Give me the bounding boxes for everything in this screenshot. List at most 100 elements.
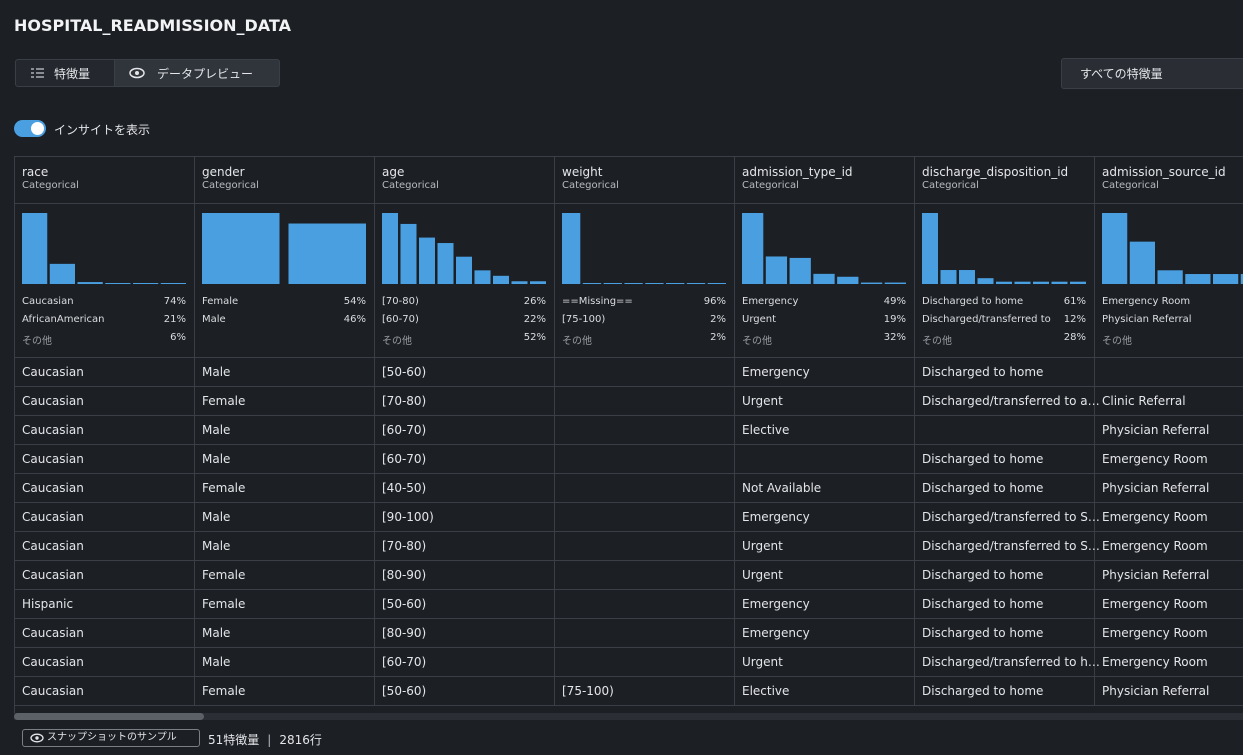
cell-text: Caucasian bbox=[22, 423, 84, 437]
table-cell: Discharged to home bbox=[915, 619, 1095, 648]
summary-pct: 2% bbox=[710, 314, 726, 325]
summary-label: Urgent bbox=[742, 314, 777, 325]
summary-pct: 22% bbox=[523, 314, 546, 325]
histogram bbox=[562, 213, 726, 284]
filter-label: すべての特徴量 bbox=[1080, 67, 1163, 81]
cell-text: Male bbox=[202, 655, 231, 669]
table-cell: [50-60) bbox=[375, 590, 555, 619]
cell-text: Caucasian bbox=[22, 626, 84, 640]
cell-text: Emergency Room bbox=[1102, 626, 1208, 640]
table-cell: Caucasian bbox=[15, 619, 195, 648]
cell-text: [70-80) bbox=[382, 394, 427, 408]
histogram-bar bbox=[1014, 281, 1031, 284]
table-cell: Urgent bbox=[735, 532, 915, 561]
table-cell: Caucasian bbox=[15, 474, 195, 503]
cell-text: Urgent bbox=[742, 568, 783, 582]
histogram-bar bbox=[456, 256, 472, 284]
footer-stats: 51特徴量 | 2816行 bbox=[208, 731, 322, 748]
summary-pct: 52% bbox=[523, 332, 546, 343]
histogram-bar bbox=[493, 275, 509, 284]
histogram-bar bbox=[1157, 270, 1183, 284]
cell-text: Caucasian bbox=[22, 452, 84, 466]
table-cell: Hispanic bbox=[15, 590, 195, 619]
cell-text: Caucasian bbox=[22, 684, 84, 698]
summary-pct: 74% bbox=[163, 296, 186, 307]
column-type: Categorical bbox=[1102, 180, 1159, 191]
table-cell: Discharged to home bbox=[915, 590, 1095, 619]
toggle-label: インサイトを表示 bbox=[54, 123, 151, 137]
table-cell: Male bbox=[195, 532, 375, 561]
histogram-bar bbox=[77, 282, 103, 284]
summary-pct: 12% bbox=[1063, 314, 1086, 325]
histogram-bar bbox=[860, 282, 883, 284]
summary-label: ==Missing== bbox=[562, 296, 633, 307]
summary-pct: 32% bbox=[883, 332, 906, 343]
table-cell bbox=[555, 416, 735, 445]
eye-icon bbox=[129, 67, 145, 79]
column-type: Categorical bbox=[922, 180, 979, 191]
tab-preview[interactable]: データプレビュー bbox=[114, 59, 280, 87]
summary-label: AfricanAmerican bbox=[22, 314, 105, 325]
cell-text: Discharged to home bbox=[922, 684, 1044, 698]
cell-text: [70-80) bbox=[382, 539, 427, 553]
histogram-bar bbox=[603, 283, 622, 284]
tab-features[interactable]: 特徴量 bbox=[15, 59, 115, 87]
table-cell: Emergency Room bbox=[1095, 590, 1243, 619]
column-name: gender bbox=[202, 165, 245, 179]
cell-text: [40-50) bbox=[382, 481, 427, 495]
table-cell: Male bbox=[195, 358, 375, 387]
cell-text: Emergency bbox=[742, 365, 810, 379]
summary-pct: 54% bbox=[343, 296, 366, 307]
table-cell bbox=[915, 416, 1095, 445]
table-cell: Caucasian bbox=[15, 532, 195, 561]
cell-text: Emergency Room bbox=[1102, 452, 1208, 466]
cell-text: Caucasian bbox=[22, 510, 84, 524]
scrollbar-thumb[interactable] bbox=[14, 713, 204, 720]
summary-label: その他 bbox=[1102, 336, 1132, 347]
cell-text: Emergency Room bbox=[1102, 510, 1208, 524]
histogram-bar bbox=[996, 281, 1012, 284]
cell-text: Emergency Room bbox=[1102, 539, 1208, 553]
cell-text: Elective bbox=[742, 423, 790, 437]
cell-text: [60-70) bbox=[382, 423, 427, 437]
sample-button[interactable]: スナップショットのサンプル bbox=[22, 729, 200, 747]
histogram-bar bbox=[511, 281, 528, 284]
summary-label: Caucasian bbox=[22, 296, 74, 307]
table-cell: [70-80) bbox=[375, 532, 555, 561]
cell-text: Male bbox=[202, 452, 231, 466]
histogram-bar bbox=[789, 257, 811, 284]
summary-pct: 96% bbox=[703, 296, 726, 307]
cell-text: Male bbox=[202, 365, 231, 379]
table-cell: Caucasian bbox=[15, 416, 195, 445]
cell-text: Physician Referral bbox=[1102, 423, 1210, 437]
cell-text: Discharged to home bbox=[922, 568, 1044, 582]
histogram-bar bbox=[474, 270, 491, 284]
table-cell bbox=[555, 590, 735, 619]
summary-pct: 6% bbox=[170, 332, 186, 343]
scrollbar[interactable] bbox=[14, 713, 1243, 720]
histogram bbox=[22, 213, 186, 284]
cell-text: Discharged/transferred to S… bbox=[922, 539, 1100, 553]
column-type: Categorical bbox=[742, 180, 799, 191]
table-cell: [50-60) bbox=[375, 358, 555, 387]
summary-pct: 46% bbox=[343, 314, 366, 325]
table-cell: Caucasian bbox=[15, 648, 195, 677]
histogram-bar bbox=[813, 273, 835, 284]
column-header: admission_source_id Categorical bbox=[1095, 157, 1243, 204]
cell-text: Discharged/transferred to h… bbox=[922, 655, 1100, 669]
summary-label: その他 bbox=[22, 336, 52, 347]
cell-text: Male bbox=[202, 626, 231, 640]
histogram-bar bbox=[1070, 281, 1086, 284]
cell-text: Urgent bbox=[742, 394, 783, 408]
histogram-bar bbox=[530, 281, 546, 284]
histogram-bar bbox=[202, 213, 280, 284]
cell-text: Discharged to home bbox=[922, 481, 1044, 495]
histogram bbox=[382, 213, 546, 284]
histogram-bar bbox=[49, 263, 75, 284]
data-table: race Categorical Caucasian 74% AfricanAmeric… bbox=[14, 156, 1243, 714]
cell-text: Male bbox=[202, 510, 231, 524]
table-cell: [90-100) bbox=[375, 503, 555, 532]
feature-filter[interactable]: すべての特徴量 bbox=[1061, 58, 1243, 89]
histogram-bar bbox=[959, 270, 975, 284]
